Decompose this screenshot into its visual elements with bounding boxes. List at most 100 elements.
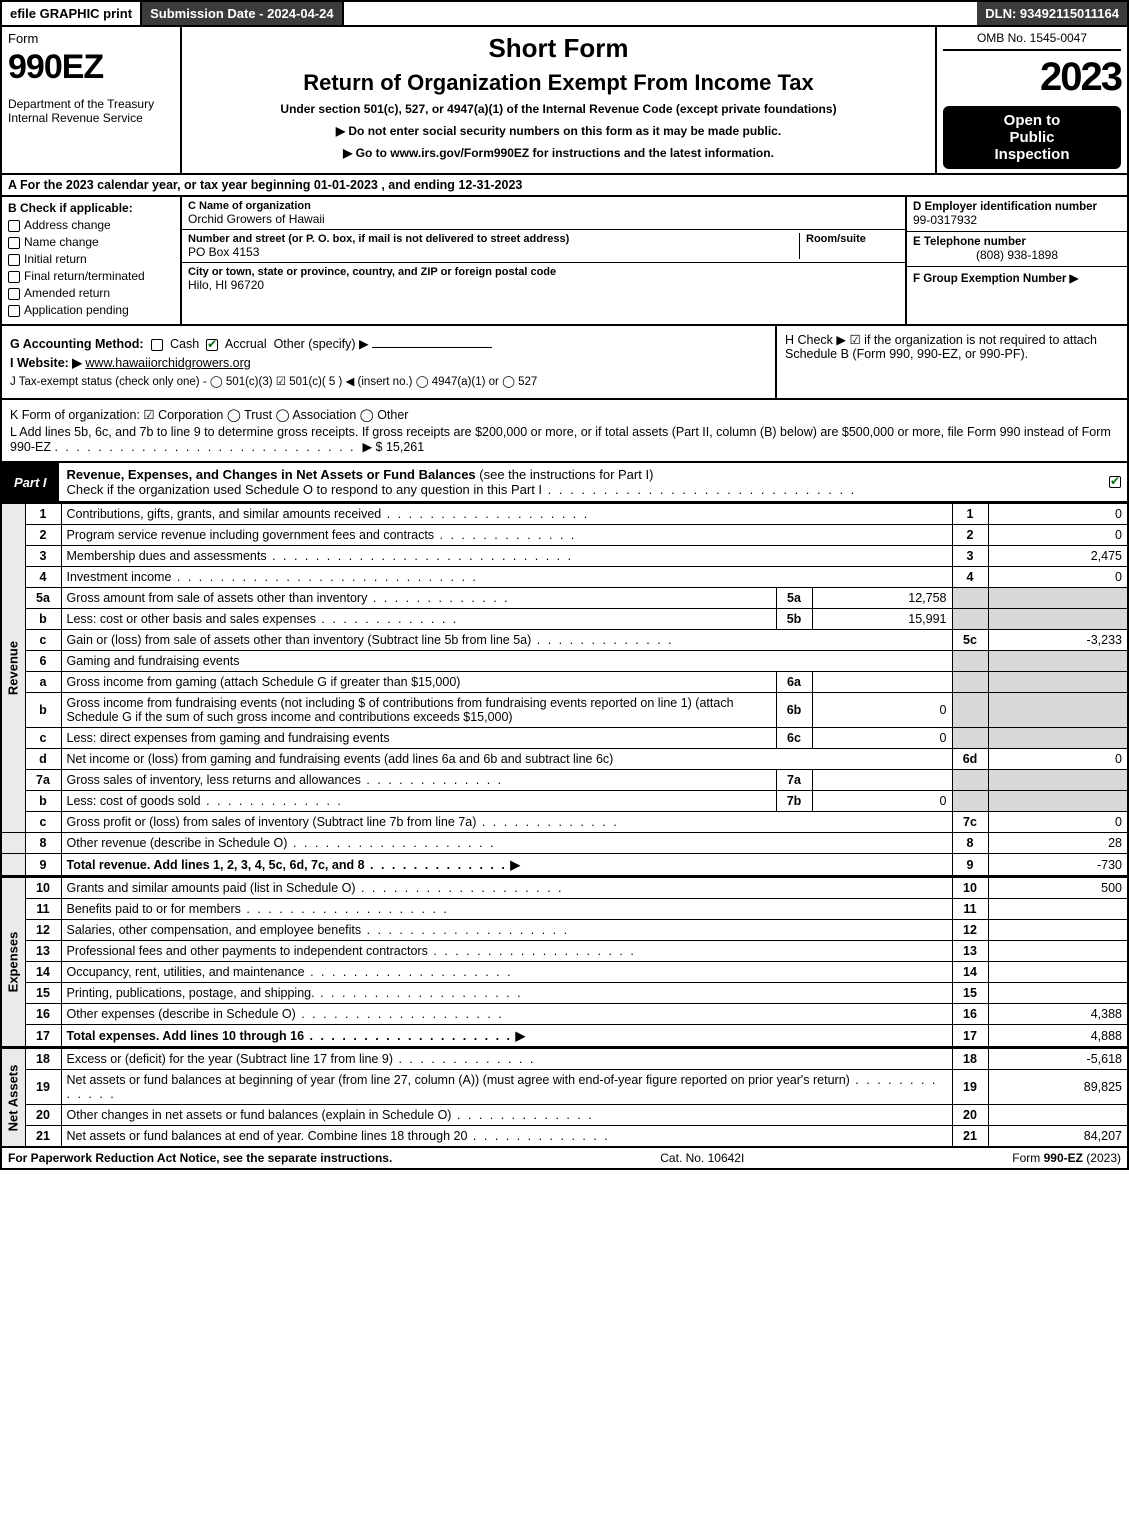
street-label: Number and street (or P. O. box, if mail… — [188, 233, 799, 245]
section-b: B Check if applicable: Address change Na… — [2, 197, 182, 324]
section-j: J Tax-exempt status (check only one) - ◯… — [10, 374, 767, 388]
dots-leader — [241, 902, 449, 916]
line-rlabel: 20 — [952, 1105, 988, 1126]
revenue-side-cont — [1, 833, 25, 854]
goto-link[interactable]: ▶ Go to www.irs.gov/Form990EZ for instru… — [188, 146, 929, 160]
chk-amended-return[interactable]: Amended return — [8, 286, 174, 300]
dots-leader — [356, 881, 564, 895]
line-sublabel: 5b — [776, 609, 812, 630]
revenue-side-label: Revenue — [1, 504, 25, 833]
website-link[interactable]: www.hawaiiorchidgrowers.org — [85, 356, 250, 370]
line-desc: Contributions, gifts, grants, and simila… — [61, 504, 952, 525]
netassets-label-text: Net Assets — [6, 1064, 21, 1131]
line-num: 8 — [25, 833, 61, 854]
checkbox-icon[interactable] — [8, 254, 20, 266]
dln: DLN: 93492115011164 — [977, 2, 1127, 25]
dots-leader — [315, 986, 523, 1000]
return-title: Return of Organization Exempt From Incom… — [188, 70, 929, 96]
checkbox-icon[interactable] — [1109, 476, 1121, 488]
line-rval: 2,475 — [988, 546, 1128, 567]
checkbox-icon[interactable] — [8, 237, 20, 249]
phone-value: (808) 938-1898 — [913, 248, 1121, 262]
dots-leader — [54, 440, 355, 454]
open-line1: Open to — [947, 112, 1117, 129]
chk-final-return[interactable]: Final return/terminated — [8, 269, 174, 283]
g-other-input[interactable] — [372, 347, 492, 348]
desc-text: Gross sales of inventory, less returns a… — [67, 773, 361, 787]
line-num: 5a — [25, 588, 61, 609]
dots-leader — [287, 836, 495, 850]
line-num: c — [25, 630, 61, 651]
dots-leader — [365, 858, 507, 872]
line-desc: Occupancy, rent, utilities, and maintena… — [61, 962, 952, 983]
g-other: Other (specify) ▶ — [274, 337, 369, 351]
line-rval — [988, 920, 1128, 941]
cat-number: Cat. No. 10642I — [392, 1151, 1012, 1165]
form-header: Form 990EZ Department of the Treasury In… — [0, 27, 1129, 175]
dots-leader — [171, 570, 477, 584]
line-num: 14 — [25, 962, 61, 983]
line-desc: Other changes in net assets or fund bala… — [61, 1105, 952, 1126]
line-subval: 15,991 — [812, 609, 952, 630]
part1-tab: Part I — [2, 463, 59, 501]
line-rlabel: 2 — [952, 525, 988, 546]
dots-leader — [476, 815, 618, 829]
dots-leader — [542, 482, 856, 497]
ein-value: 99-0317932 — [913, 213, 1121, 227]
checkbox-icon[interactable] — [8, 288, 20, 300]
line-num: b — [25, 693, 61, 728]
line-rval: -5,618 — [988, 1049, 1128, 1070]
chk-name-change[interactable]: Name change — [8, 235, 174, 249]
line-num: 3 — [25, 546, 61, 567]
sections-bcdef: B Check if applicable: Address change Na… — [0, 197, 1129, 326]
desc-text: Grants and similar amounts paid (list in… — [67, 881, 356, 895]
line-rlabel: 9 — [952, 854, 988, 877]
checkbox-icon[interactable] — [8, 271, 20, 283]
line-num: 21 — [25, 1126, 61, 1148]
tax-year-end: 12-31-2023 — [458, 178, 522, 192]
shaded-cell — [988, 770, 1128, 791]
line-num: 20 — [25, 1105, 61, 1126]
section-b-label: B Check if applicable: — [8, 201, 174, 215]
open-to-public: Open to Public Inspection — [943, 106, 1121, 169]
line-rval — [988, 899, 1128, 920]
chk-application-pending[interactable]: Application pending — [8, 303, 174, 317]
checkbox-icon[interactable] — [151, 339, 163, 351]
checkbox-icon[interactable] — [8, 220, 20, 232]
g-accrual: Accrual — [225, 337, 267, 351]
part1-checkbox[interactable] — [1107, 463, 1127, 501]
line-rlabel: 8 — [952, 833, 988, 854]
expenses-table: Expenses 10 Grants and similar amounts p… — [0, 877, 1129, 1048]
line-num: 16 — [25, 1004, 61, 1025]
line-num: 4 — [25, 567, 61, 588]
shaded-cell — [952, 791, 988, 812]
shaded-cell — [952, 728, 988, 749]
line-subval: 0 — [812, 693, 952, 728]
desc-text: Benefits paid to or for members — [67, 902, 241, 916]
street: PO Box 4153 — [188, 245, 799, 259]
line-desc: Professional fees and other payments to … — [61, 941, 952, 962]
line-rval: 28 — [988, 833, 1128, 854]
line-rlabel: 19 — [952, 1070, 988, 1105]
header-right: OMB No. 1545-0047 2023 Open to Public In… — [937, 27, 1127, 173]
desc-text: Total expenses. Add lines 10 through 16 — [67, 1029, 305, 1043]
line-subval: 12,758 — [812, 588, 952, 609]
line-num: 7a — [25, 770, 61, 791]
part1-check-line: Check if the organization used Schedule … — [67, 482, 543, 497]
line-num: 11 — [25, 899, 61, 920]
checkbox-icon[interactable] — [206, 339, 218, 351]
desc-text: Less: cost of goods sold — [67, 794, 201, 808]
dots-leader — [367, 591, 509, 605]
line-sublabel: 6a — [776, 672, 812, 693]
line-rval: 84,207 — [988, 1126, 1128, 1148]
chk-address-change[interactable]: Address change — [8, 218, 174, 232]
checkbox-icon[interactable] — [8, 305, 20, 317]
line-desc: Total expenses. Add lines 10 through 16 … — [61, 1025, 952, 1048]
chk-initial-return[interactable]: Initial return — [8, 252, 174, 266]
dots-leader — [316, 612, 458, 626]
line-num: 12 — [25, 920, 61, 941]
shaded-cell — [952, 672, 988, 693]
expenses-side-label: Expenses — [1, 878, 25, 1048]
line-rlabel: 13 — [952, 941, 988, 962]
efile-print[interactable]: efile GRAPHIC print — [2, 2, 142, 25]
